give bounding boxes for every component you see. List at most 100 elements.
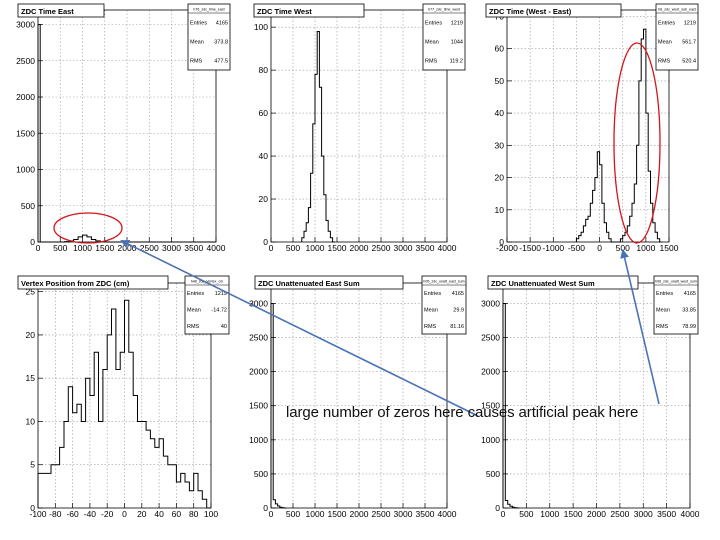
y-tick-label: 1000: [249, 435, 268, 445]
stats-value-rms: 81.16: [450, 324, 464, 330]
x-tick-label: 0: [269, 509, 274, 519]
stats-label-rms: RMS: [190, 59, 203, 65]
y-tick-label: 500: [486, 469, 500, 479]
histogram-panel-1: 0 500 1000 1500 2000 2500 3000 3500 400005001000…: [16, 3, 231, 253]
histogram-line: [575, 28, 663, 243]
stats-value-mean: 373.8: [214, 40, 228, 46]
y-tick-label: 1500: [16, 128, 35, 138]
x-tick-label: 3000: [394, 509, 413, 519]
x-tick-label: 2500: [372, 509, 391, 519]
y-tick-label: 15: [26, 373, 36, 383]
x-tick-label: 3500: [657, 509, 676, 519]
stats-value-rms: 78.99: [682, 324, 696, 330]
x-tick-label: 2500: [610, 509, 629, 519]
x-tick-label: 500: [616, 243, 630, 253]
x-tick-label: -20: [101, 509, 114, 519]
x-tick-label: 3000: [394, 243, 413, 253]
x-tick-label: -100: [29, 509, 46, 519]
histogram-panel-6: 0 500 1000 1500 2000 2500 3000 3500 4000 0 500 1000…: [481, 275, 700, 519]
stats-value-rms: 520.4: [682, 59, 696, 65]
x-tick-label: 0: [501, 509, 506, 519]
x-tick-label: 1500: [328, 243, 347, 253]
y-tick-label: 30: [495, 140, 505, 150]
x-tick-label: 1000: [636, 243, 655, 253]
stats-name: h48_zdc_Vertex_cm: [191, 280, 224, 284]
x-tick-label: 1500: [660, 243, 679, 253]
y-tick-label: 2000: [249, 367, 268, 377]
y-tick-label: 50: [495, 76, 505, 86]
y-tick-label: 3000: [481, 298, 500, 308]
x-tick-label: -1500: [519, 243, 541, 253]
y-tick-label: 0: [263, 237, 268, 247]
stats-label-rms: RMS: [425, 59, 438, 65]
stats-label-entries: Entries: [424, 291, 441, 297]
x-tick-label: 1500: [564, 509, 583, 519]
x-tick-label: -2000: [496, 243, 518, 253]
x-tick-label: -500: [568, 243, 585, 253]
stats-name: h77_zdc_time_west: [428, 8, 460, 12]
x-tick-label: 1500: [95, 243, 114, 253]
chart-title: ZDC Time (West - East): [489, 7, 572, 16]
x-tick-label: 80: [189, 509, 199, 519]
stats-label-entries: Entries: [658, 21, 675, 27]
x-tick-label: 500: [286, 509, 300, 519]
stats-name: h05_zdc_unatt_east_sum: [423, 280, 464, 284]
x-tick-label: 1000: [306, 509, 325, 519]
x-tick-label: 3500: [184, 243, 203, 253]
stats-label-rms: RMS: [656, 324, 669, 330]
x-tick-label: 3000: [162, 243, 181, 253]
stats-value-entries: 1219: [684, 21, 696, 27]
x-tick-label: 1500: [328, 509, 347, 519]
y-tick-label: 2000: [481, 367, 500, 377]
stats-value-rms: 477.5: [214, 59, 228, 65]
x-tick-label: 500: [519, 509, 533, 519]
x-tick-label: -80: [49, 509, 62, 519]
y-tick-label: 5: [30, 460, 35, 470]
y-tick-label: 40: [259, 151, 269, 161]
x-tick-label: 4000: [438, 243, 457, 253]
y-tick-label: 20: [495, 173, 505, 183]
histogram-line: [301, 31, 335, 243]
x-tick-label: 0: [269, 243, 274, 253]
x-tick-label: 2000: [350, 509, 369, 519]
stats-label-rms: RMS: [424, 324, 437, 330]
stats-label-mean: Mean: [424, 308, 438, 314]
y-tick-label: 500: [254, 469, 268, 479]
chart-title: ZDC Unattenuated West Sum: [491, 279, 595, 288]
stats-label-mean: Mean: [425, 40, 439, 46]
y-tick-label: 1500: [481, 401, 500, 411]
x-tick-label: 4000: [207, 243, 226, 253]
x-tick-label: 2000: [350, 243, 369, 253]
y-tick-label: 0: [30, 237, 35, 247]
y-tick-label: 3000: [16, 20, 35, 30]
stats-label-rms: RMS: [187, 324, 200, 330]
x-tick-label: 1000: [540, 509, 559, 519]
histogram-line: [502, 303, 520, 509]
y-tick-label: 20: [26, 330, 36, 340]
stats-label-entries: Entries: [656, 291, 673, 297]
histogram-panel-4: -100 -80 -60 -40 -20 0 20 40 60 80 100 0 5 10 15 20 25Ve…: [17, 275, 230, 519]
x-tick-label: 500: [286, 243, 300, 253]
stats-label-entries: Entries: [187, 291, 204, 297]
y-tick-label: 0: [30, 503, 35, 513]
stats-value-mean: 33.85: [682, 308, 696, 314]
x-tick-label: 40: [154, 509, 164, 519]
title-box: [485, 3, 622, 18]
x-tick-label: 500: [53, 243, 67, 253]
x-tick-label: 3500: [416, 509, 435, 519]
plot-frame: [506, 9, 670, 243]
x-tick-label: 2500: [140, 243, 159, 253]
y-tick-label: 3000: [249, 298, 268, 308]
stats-label-entries: Entries: [190, 21, 207, 27]
x-tick-label: 0: [122, 509, 127, 519]
x-tick-label: 1000: [73, 243, 92, 253]
stats-value-mean: -14.72: [211, 308, 227, 314]
y-tick-label: 2500: [481, 333, 500, 343]
y-tick-label: 100: [254, 22, 268, 32]
x-tick-label: 2500: [372, 243, 391, 253]
chart-title: ZDC Unattenuated East Sum: [258, 279, 360, 288]
y-tick-label: 500: [21, 201, 35, 211]
x-tick-label: -40: [84, 509, 97, 519]
histogram-panel-2: 0 500 1000 1500 2000 2500 3000 3500 4000 0 20 40 60 8…: [253, 3, 466, 253]
